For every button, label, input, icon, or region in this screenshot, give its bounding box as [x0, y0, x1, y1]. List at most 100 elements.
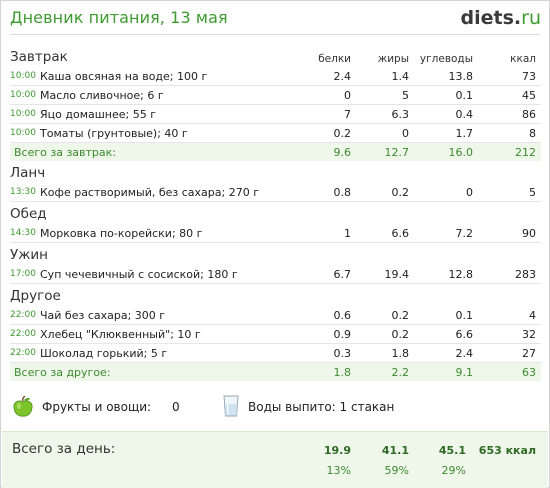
column-header-empty — [478, 202, 541, 225]
logo-dot: . — [513, 7, 522, 29]
food-kcal: 73 — [478, 67, 541, 86]
day-total-protein: 19.9 — [323, 444, 351, 457]
food-kcal: 32 — [478, 324, 541, 344]
food-time: 22:00 — [10, 306, 40, 325]
food-protein: 0.9 — [298, 324, 356, 344]
column-header-empty — [298, 284, 356, 307]
column-header-empty — [414, 161, 478, 183]
column-header-empty — [356, 243, 414, 266]
food-row[interactable]: 10:00 Масло сливочное; 6 г 0 5 0.1 45 — [10, 85, 541, 105]
meal-title: Ланч — [10, 165, 46, 181]
food-kcal: 86 — [478, 104, 541, 124]
day-total-label: Всего за день: — [12, 441, 116, 457]
header-divider — [10, 34, 540, 35]
column-header-carbs: углеводы — [419, 53, 473, 65]
food-carbs: 0.1 — [414, 306, 478, 325]
food-carbs: 1.7 — [414, 123, 478, 143]
food-kcal: 4 — [478, 306, 541, 325]
food-kcal: 45 — [478, 85, 541, 105]
meal-title: Другое — [10, 288, 61, 304]
meal-total-label: Всего за завтрак: — [10, 142, 298, 161]
food-row[interactable]: 10:00 Каша овсяная на воде; 100 г 2.4 1.4 13… — [10, 67, 541, 86]
meal-total-row: Всего за другое: 1.8 2.2 9.1 63 — [10, 362, 541, 381]
column-header-empty — [356, 202, 414, 225]
food-time: 14:30 — [10, 224, 40, 243]
column-header-empty — [356, 284, 414, 307]
food-name: Морковка по-корейски; 80 г — [40, 224, 298, 243]
food-name: Хлебец "Клюквенный"; 10 г — [40, 324, 298, 344]
glass-icon — [223, 395, 239, 417]
site-logo[interactable]: diets.ru — [461, 7, 541, 29]
logo-tld: ru — [521, 7, 541, 29]
food-fat: 19.4 — [356, 265, 414, 284]
food-time: 17:00 — [10, 265, 40, 284]
food-fat: 5 — [356, 85, 414, 105]
food-protein: 0.3 — [298, 343, 356, 363]
logo-main: diets — [460, 7, 514, 29]
meal-header: Обед — [10, 202, 541, 225]
day-total-fat-pct: 59% — [384, 464, 409, 477]
meal-title: Завтрак — [10, 49, 68, 65]
food-carbs: 12.8 — [414, 265, 478, 284]
food-carbs: 0.4 — [414, 104, 478, 124]
food-row[interactable]: 22:00 Чай без сахара; 300 г 0.6 0.2 0.1 4 — [10, 306, 541, 325]
food-carbs: 13.8 — [414, 67, 478, 86]
food-kcal: 5 — [478, 183, 541, 202]
meal-header: Ланч — [10, 161, 541, 183]
food-name: Яцо домашнее; 55 г — [40, 104, 298, 124]
meal-total-fat: 2.2 — [356, 362, 414, 381]
food-time: 13:30 — [10, 183, 40, 202]
food-fat: 6.3 — [356, 104, 414, 124]
food-fat: 6.6 — [356, 224, 414, 243]
meal-total-label: Всего за другое: — [10, 362, 298, 381]
food-row[interactable]: 22:00 Шоколад горький; 5 г 0.3 1.8 2.4 27 — [10, 343, 541, 363]
food-kcal: 27 — [478, 343, 541, 363]
meal-total-carbs: 16.0 — [414, 142, 478, 161]
diary-table: Завтрак белки жиры углеводы ккал 10:00 Каша ов… — [10, 45, 541, 381]
food-row[interactable]: 17:00 Суп чечевичный с сосиской; 180 г 6.7… — [10, 265, 541, 284]
meal-total-row: Всего за завтрак: 9.6 12.7 16.0 212 — [10, 142, 541, 161]
header: Дневник питания, 13 мая diets.ru — [10, 7, 541, 31]
food-protein: 7 — [298, 104, 356, 124]
meal-header: Другое — [10, 284, 541, 307]
meal-total-kcal: 63 — [478, 362, 541, 381]
meal-header: Ужин — [10, 243, 541, 266]
day-total-carbs: 45.1 — [438, 444, 466, 457]
food-carbs: 7.2 — [414, 224, 478, 243]
column-header-fat: жиры — [377, 53, 409, 65]
food-row[interactable]: 10:00 Яцо домашнее; 55 г 7 6.3 0.4 86 — [10, 104, 541, 124]
food-row[interactable]: 22:00 Хлебец "Клюквенный"; 10 г 0.9 0.2 6.6 3… — [10, 324, 541, 344]
water-label: Воды выпито: 1 стакан — [248, 400, 395, 414]
column-header-empty — [478, 284, 541, 307]
food-name: Кофе растворимый, без сахара; 270 г — [40, 183, 298, 202]
food-kcal: 8 — [478, 123, 541, 143]
food-row[interactable]: 10:00 Томаты (грунтовые); 40 г 0.2 0 1.7 8 — [10, 123, 541, 143]
column-header-empty — [414, 284, 478, 307]
day-total-protein-pct: 13% — [326, 464, 351, 477]
food-time: 10:00 — [10, 104, 40, 124]
food-kcal: 90 — [478, 224, 541, 243]
food-row[interactable]: 13:30 Кофе растворимый, без сахара; 270 г… — [10, 183, 541, 202]
food-time: 10:00 — [10, 85, 40, 105]
column-header-empty — [414, 202, 478, 225]
meal-total-protein: 1.8 — [298, 362, 356, 381]
column-header-protein: белки — [318, 53, 351, 65]
food-carbs: 0 — [414, 183, 478, 202]
food-fat: 0.2 — [356, 183, 414, 202]
meal-total-protein: 9.6 — [298, 142, 356, 161]
meal-header: Завтрак белки жиры углеводы ккал — [10, 45, 541, 67]
meal-total-carbs: 9.1 — [414, 362, 478, 381]
food-fat: 0.2 — [356, 324, 414, 344]
food-protein: 0.6 — [298, 306, 356, 325]
food-protein: 6.7 — [298, 265, 356, 284]
food-row[interactable]: 14:30 Морковка по-корейски; 80 г 1 6.6 7.2 90 — [10, 224, 541, 243]
food-time: 22:00 — [10, 324, 40, 344]
food-name: Шоколад горький; 5 г — [40, 343, 298, 363]
column-header-empty — [298, 202, 356, 225]
day-total-panel: Всего за день: 19.9 41.1 45.1 653 ккал 1… — [2, 431, 548, 488]
food-name: Каша овсяная на воде; 100 г — [40, 67, 298, 86]
meal-total-kcal: 212 — [478, 142, 541, 161]
column-header-empty — [298, 243, 356, 266]
food-fat: 0 — [356, 123, 414, 143]
